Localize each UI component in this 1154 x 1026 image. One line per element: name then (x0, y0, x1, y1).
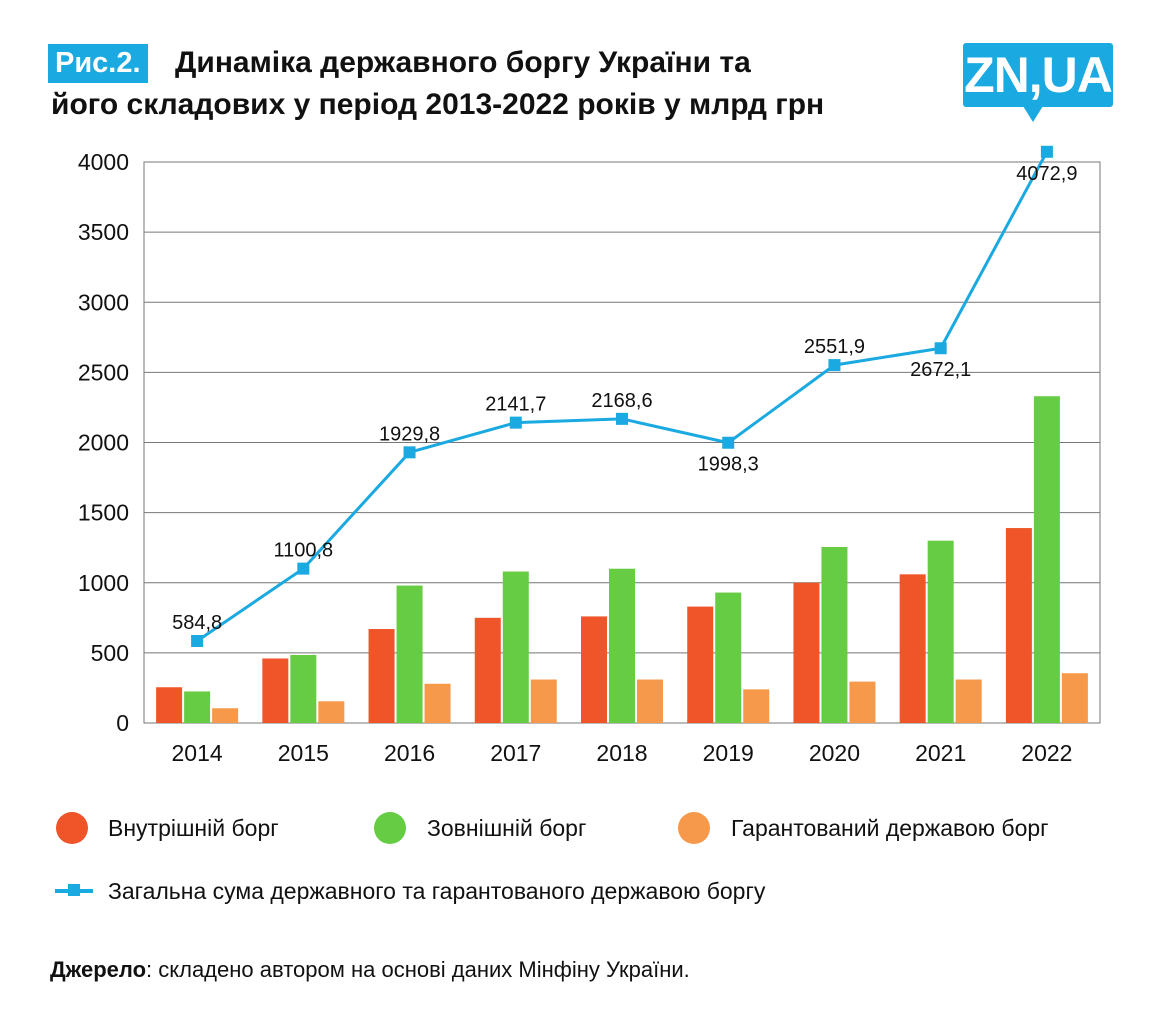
bar-domestic (474, 617, 501, 723)
bar-domestic (1005, 528, 1032, 723)
source-note: Джерело: складено автором на основі дани… (50, 957, 690, 983)
bar-external (609, 568, 635, 723)
legend-swatch-external (374, 812, 406, 844)
total-debt-data-label: 2141,7 (485, 394, 546, 416)
legend-label-guaranteed: Гарантований державою борг (731, 815, 1049, 841)
total-debt-data-label: 4072,9 (1016, 163, 1077, 185)
bar-guaranteed (849, 681, 876, 723)
bar-guaranteed (955, 679, 982, 723)
bar-external (502, 571, 529, 723)
bar-domestic (262, 658, 289, 723)
x-tick-label: 2014 (172, 740, 223, 766)
y-tick-label: 2500 (78, 359, 129, 385)
total-debt-point (191, 634, 204, 647)
x-tick-label: 2022 (1021, 740, 1072, 766)
figure-label: Рис.2. (48, 44, 148, 83)
total-debt-point (828, 359, 841, 372)
legend-swatch-guaranteed (678, 812, 710, 844)
bar-domestic (156, 687, 183, 723)
x-tick-label: 2021 (915, 740, 966, 766)
debt-chart: 0 500 1000 1500 2000 2500 3000 3500 4000 2014 2015… (78, 145, 1101, 766)
bar-domestic (899, 574, 926, 723)
x-tick-label: 2017 (490, 740, 541, 766)
total-debt-data-label: 2551,9 (804, 336, 865, 358)
legend-label-domestic: Внутрішній борг (108, 815, 279, 841)
bar-external (184, 691, 211, 723)
total-debt-data-label: 2672,1 (910, 359, 971, 381)
total-debt-point (403, 446, 416, 459)
legend-label-external: Зовнішній борг (427, 815, 587, 841)
y-tick-label: 500 (91, 640, 129, 666)
x-tick-label: 2015 (278, 740, 329, 766)
y-tick-label: 4000 (78, 149, 129, 175)
total-debt-point (297, 562, 310, 575)
total-debt-data-label: 2168,6 (591, 390, 652, 412)
x-tick-label: 2016 (384, 740, 435, 766)
bar-external (290, 654, 317, 723)
bar-guaranteed (212, 708, 239, 723)
bar-guaranteed (1061, 673, 1088, 723)
legend-swatch-total (55, 884, 93, 896)
logo-speech-tail (1023, 106, 1043, 122)
total-debt-point (509, 416, 522, 429)
y-tick-label: 1500 (78, 500, 129, 526)
x-tick-label: 2018 (596, 740, 647, 766)
legend-swatch-domestic (56, 812, 88, 844)
x-tick-label: 2019 (703, 740, 754, 766)
y-tick-label: 3000 (78, 289, 129, 315)
total-debt-data-label: 1929,8 (379, 423, 440, 445)
total-debt-point (1040, 145, 1053, 158)
total-debt-data-label: 1100,8 (273, 540, 333, 562)
chart-title-line-2: його складових у період 2013-2022 років … (51, 88, 825, 121)
bar-domestic (368, 629, 395, 723)
bar-domestic (581, 616, 607, 723)
source-label: Джерело (50, 957, 147, 982)
y-tick-label: 2000 (78, 430, 129, 456)
bar-external (396, 585, 423, 723)
bar-domestic (687, 606, 714, 723)
x-tick-label: 2020 (809, 740, 860, 766)
total-debt-data-label: 584,8 (172, 612, 222, 634)
bar-guaranteed (743, 689, 770, 723)
bar-external (715, 592, 742, 723)
chart-title-line-1: Динаміка державного боргу України та (175, 46, 751, 79)
bar-external (1033, 396, 1060, 723)
y-tick-label: 0 (116, 710, 129, 736)
legend-label-total: Загальна сума державного та гарантованог… (108, 878, 766, 904)
y-tick-label: 1000 (78, 570, 129, 596)
chart-header: Рис.2. Динаміка державного боргу України… (48, 40, 1128, 130)
total-debt-point (934, 342, 947, 355)
total-debt-point (616, 412, 628, 425)
bar-external (927, 540, 954, 723)
bar-guaranteed (424, 683, 451, 723)
zn-ua-logo: ZN,UA (963, 43, 1113, 107)
source-text: : складено автором на основі даних Мінфі… (146, 957, 690, 982)
bar-domestic (793, 582, 820, 723)
total-debt-data-label: 1998,3 (698, 454, 759, 476)
bar-guaranteed (530, 679, 557, 723)
bar-external (821, 546, 848, 723)
total-debt-point (722, 436, 735, 449)
bar-guaranteed (318, 701, 345, 723)
bar-guaranteed (637, 679, 663, 723)
y-tick-label: 3500 (78, 219, 129, 245)
